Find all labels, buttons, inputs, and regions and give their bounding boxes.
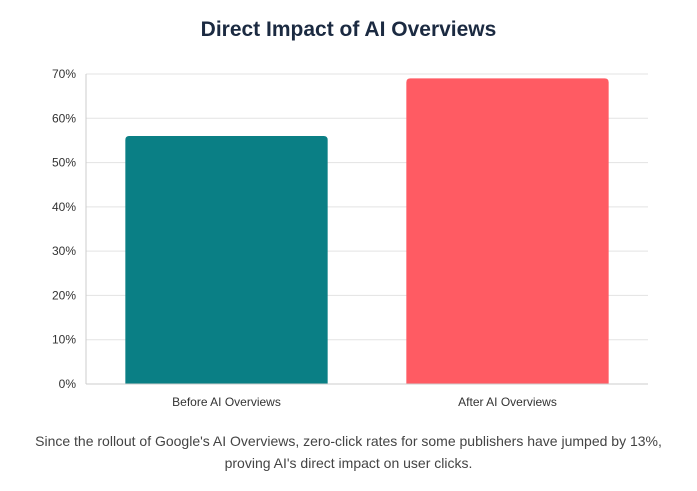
chart-caption: Since the rollout of Google's AI Overvie… <box>35 433 662 471</box>
y-tick-label: 0% <box>59 377 77 391</box>
chart-title: Direct Impact of AI Overviews <box>200 18 497 41</box>
y-tick-label: 50% <box>52 156 76 170</box>
bar-chart: 0% 10% 20% 30% 40% 50% 60% 70% Before AI Overvie… <box>52 67 648 409</box>
y-tick-label: 30% <box>52 244 76 258</box>
bar-before-ai-overviews <box>125 136 328 384</box>
y-tick-label: 10% <box>52 333 76 347</box>
x-category-label: Before AI Overviews <box>172 395 281 409</box>
bar-after-ai-overviews <box>406 78 609 384</box>
y-tick-label: 40% <box>52 200 76 214</box>
y-tick-label: 70% <box>52 67 76 81</box>
y-tick-label: 20% <box>52 288 76 302</box>
y-tick-label: 60% <box>52 111 76 125</box>
x-category-label: After AI Overviews <box>458 395 557 409</box>
